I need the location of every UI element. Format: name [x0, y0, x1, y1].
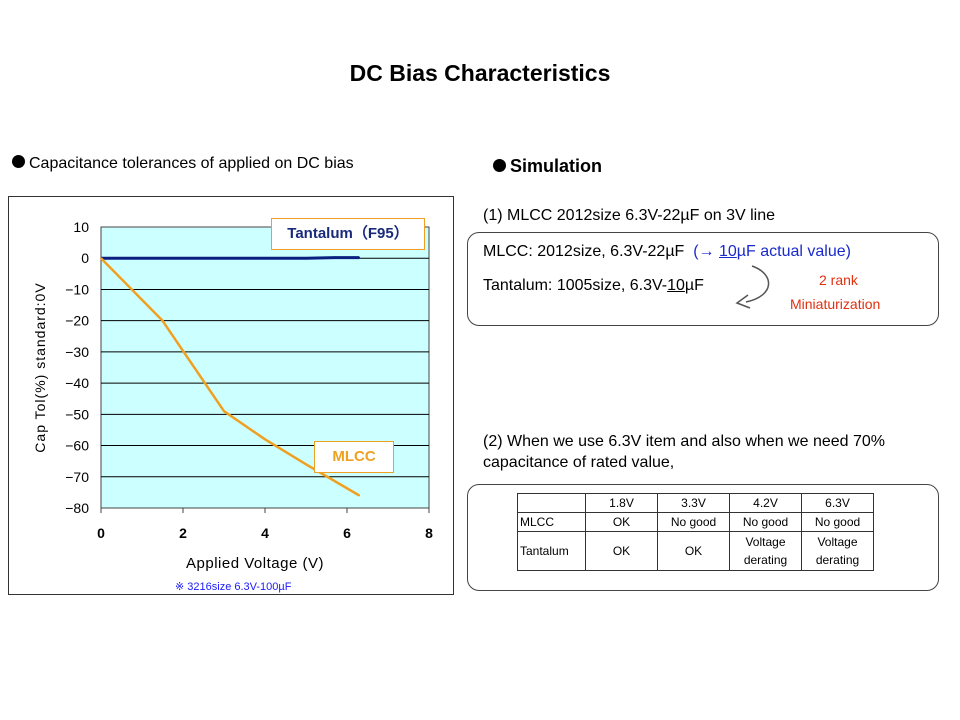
- x-tick-label: 6: [343, 525, 351, 541]
- y-tick-label: −10: [65, 281, 89, 297]
- x-tick-label: 0: [97, 525, 105, 541]
- tantalum-callout: Tantalum（F95）: [271, 218, 425, 250]
- dc-bias-chart: 10 0 −10 −20 −30 −40 −50 −60 −70 −80 0 2 4 6 8 Applied …: [32, 219, 433, 572]
- x-tick-label: 8: [425, 525, 433, 541]
- rank-note: 2 rank: [819, 272, 858, 288]
- miniaturization-note: Miniaturization: [790, 296, 881, 312]
- right-section-heading: Simulation: [493, 156, 602, 177]
- series-line-tantalum-f95-: [101, 256, 360, 260]
- data-point: [358, 256, 361, 259]
- y-tick-label: −70: [65, 469, 89, 485]
- y-tick-label: −20: [65, 313, 89, 329]
- table-row-label: MLCC: [517, 512, 586, 532]
- table-cell: No good: [801, 512, 874, 532]
- mlcc-spec-line: MLCC: 2012size, 6.3V-22µF (→ 10µF actual…: [483, 243, 851, 261]
- data-point: [264, 257, 266, 260]
- data-point: [358, 494, 361, 497]
- left-section-heading: Capacitance tolerances of applied on DC …: [12, 155, 354, 173]
- table-cell: Voltage derating: [801, 531, 874, 571]
- tantalum-spec-line: Tantalum: 1005size, 6.3V-10µF: [483, 277, 704, 295]
- x-axis-label: Applied Voltage (V): [186, 555, 324, 572]
- page-title: DC Bias Characteristics: [349, 60, 611, 86]
- actual-value-rest: µF actual value): [736, 243, 851, 260]
- tantalum-value-number: 10: [667, 277, 685, 294]
- y-tick-label: −80: [65, 500, 89, 516]
- table-row: MLCC OK No good No good No good: [517, 512, 874, 532]
- table-cell: No good: [657, 512, 730, 532]
- data-point: [161, 319, 164, 322]
- table-row-label: Tantalum: [517, 531, 586, 571]
- bullet-icon: [493, 158, 506, 172]
- y-tick-label: −40: [65, 375, 89, 391]
- right-heading-text: Simulation: [510, 156, 603, 176]
- actual-value-number: 10: [718, 243, 737, 260]
- y-tick-label: 0: [81, 250, 89, 266]
- table-header-cell: 1.8V: [585, 493, 658, 513]
- table-cell: Voltage derating: [729, 531, 802, 571]
- data-point: [141, 257, 143, 260]
- y-tick-label: −30: [65, 344, 89, 360]
- left-heading-text: Capacitance tolerances of applied on DC …: [29, 155, 354, 172]
- simulation-case-2-box: [467, 484, 939, 591]
- table-cell: OK: [585, 512, 658, 532]
- tantalum-spec-text: Tantalum: 1005size, 6.3V-: [483, 277, 668, 294]
- simulation-case-2-label: (2) When we use 6.3V item and also when …: [483, 433, 886, 471]
- table-cell: OK: [657, 531, 730, 571]
- data-point: [264, 438, 266, 441]
- table-header-cell: 6.3V: [801, 493, 874, 513]
- mlcc-actual-value: (→ 10µF actual value): [693, 243, 851, 260]
- table-header-cell: 4.2V: [729, 493, 802, 513]
- data-point: [182, 257, 184, 260]
- data-point: [223, 257, 225, 260]
- x-tick-label: 2: [179, 525, 187, 541]
- table-header-cell: 3.3V: [657, 493, 730, 513]
- data-point: [305, 257, 307, 260]
- table-row: Tantalum OK OK Voltage derating Voltage …: [517, 531, 874, 571]
- chart-footnote: ※ 3216size 6.3V-100µF: [175, 581, 292, 593]
- simulation-case-1-label: (1) MLCC 2012size 6.3V-22µF on 3V line: [483, 207, 776, 224]
- data-point: [305, 463, 307, 466]
- table-header-row: 1.8V 3.3V 4.2V 6.3V: [517, 493, 874, 513]
- curved-arrow-icon: [735, 265, 770, 309]
- bullet-icon: [12, 155, 25, 169]
- data-point: [100, 257, 102, 260]
- table-header-cell: [517, 493, 586, 513]
- y-axis-label: Cap Tol(%) standard:0V: [32, 282, 48, 452]
- y-tick-label: −50: [65, 406, 89, 422]
- comparison-table: 1.8V 3.3V 4.2V 6.3V MLCC OK No good No g…: [517, 493, 874, 571]
- x-tick-label: 4: [261, 525, 269, 541]
- data-point: [223, 410, 225, 413]
- tantalum-value-unit: µF: [684, 277, 704, 294]
- chart-frame: 10 0 −10 −20 −30 −40 −50 −60 −70 −80 0 2 4 6 8 Applied …: [8, 196, 454, 595]
- simulation-case-1-box: [467, 232, 939, 326]
- data-point: [333, 256, 336, 259]
- table-cell: No good: [729, 512, 802, 532]
- y-tick-label: −60: [65, 438, 89, 454]
- y-tick-label: 10: [73, 219, 89, 235]
- mlcc-callout: MLCC: [314, 441, 394, 473]
- table-cell: OK: [585, 531, 658, 571]
- arrow-text: (→: [693, 243, 719, 260]
- mlcc-spec-text: MLCC: 2012size, 6.3V-22µF: [483, 243, 685, 260]
